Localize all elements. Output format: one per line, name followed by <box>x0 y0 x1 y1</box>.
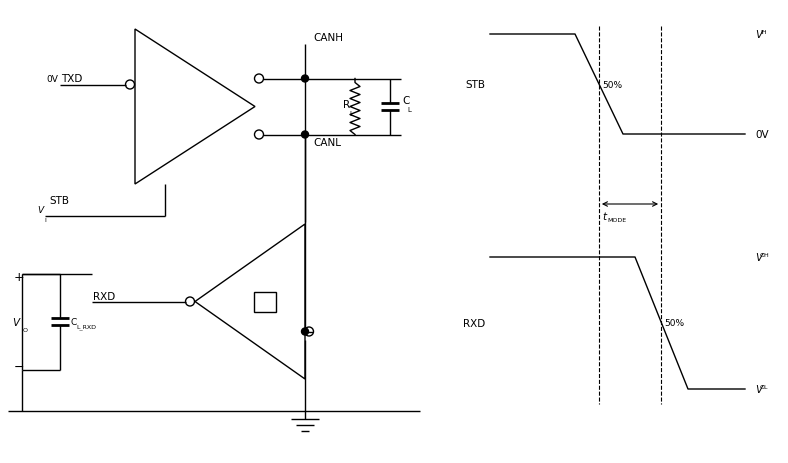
Circle shape <box>302 76 308 83</box>
Text: +: + <box>13 270 24 283</box>
Text: L: L <box>407 106 411 112</box>
Circle shape <box>302 328 308 335</box>
Text: R: R <box>343 100 350 110</box>
Text: RXD: RXD <box>93 291 115 301</box>
Text: V: V <box>755 252 762 263</box>
Text: 0V: 0V <box>755 130 768 140</box>
Text: L_RXD: L_RXD <box>76 324 96 330</box>
Text: CANH: CANH <box>313 33 343 43</box>
Text: t: t <box>602 212 606 221</box>
Text: L: L <box>349 110 353 116</box>
Text: STB: STB <box>465 80 485 90</box>
Text: 50%: 50% <box>602 80 622 89</box>
Text: 0V: 0V <box>46 75 58 83</box>
Text: O: O <box>23 328 28 333</box>
Text: TXD: TXD <box>61 75 83 84</box>
Text: V: V <box>37 206 43 214</box>
Text: C: C <box>71 317 77 326</box>
Text: V: V <box>755 384 762 394</box>
Text: OL: OL <box>760 384 768 389</box>
Text: C: C <box>402 96 410 106</box>
Text: IH: IH <box>760 30 767 35</box>
Text: MODE: MODE <box>607 218 626 223</box>
Text: −: − <box>13 360 24 373</box>
Bar <box>254 292 276 312</box>
Text: I: I <box>44 218 46 223</box>
Text: RXD: RXD <box>463 319 485 328</box>
Circle shape <box>302 131 308 139</box>
Text: OH: OH <box>760 252 770 257</box>
Text: V: V <box>755 30 762 40</box>
Text: V: V <box>12 317 19 327</box>
Text: CANL: CANL <box>313 137 341 147</box>
Text: 50%: 50% <box>664 319 685 328</box>
Text: STB: STB <box>49 195 69 206</box>
